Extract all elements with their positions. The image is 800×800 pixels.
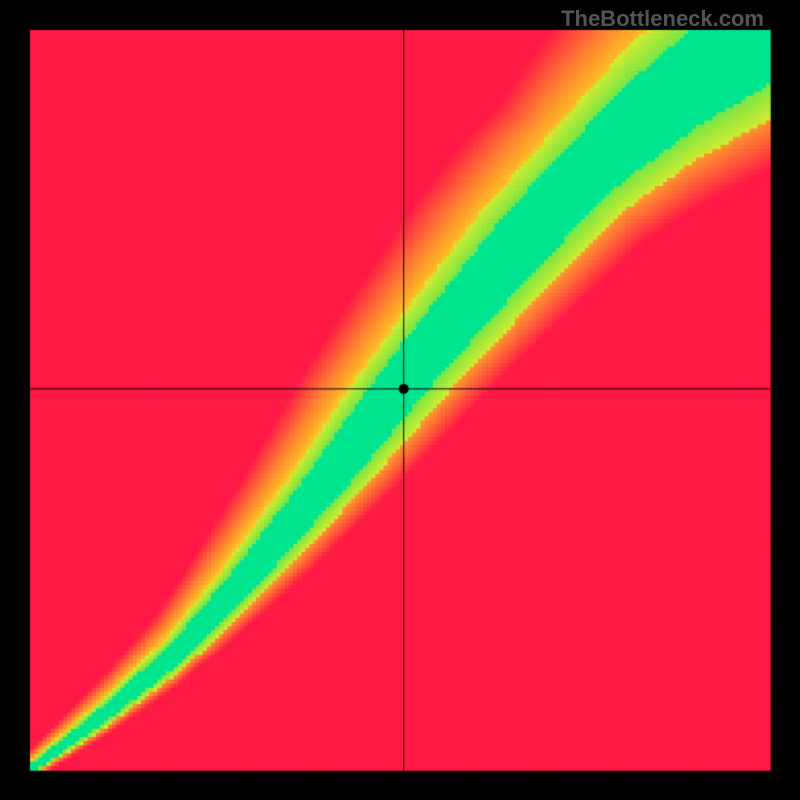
watermark-text: TheBottleneck.com — [561, 6, 764, 32]
bottleneck-heatmap — [0, 0, 800, 800]
chart-container: TheBottleneck.com — [0, 0, 800, 800]
